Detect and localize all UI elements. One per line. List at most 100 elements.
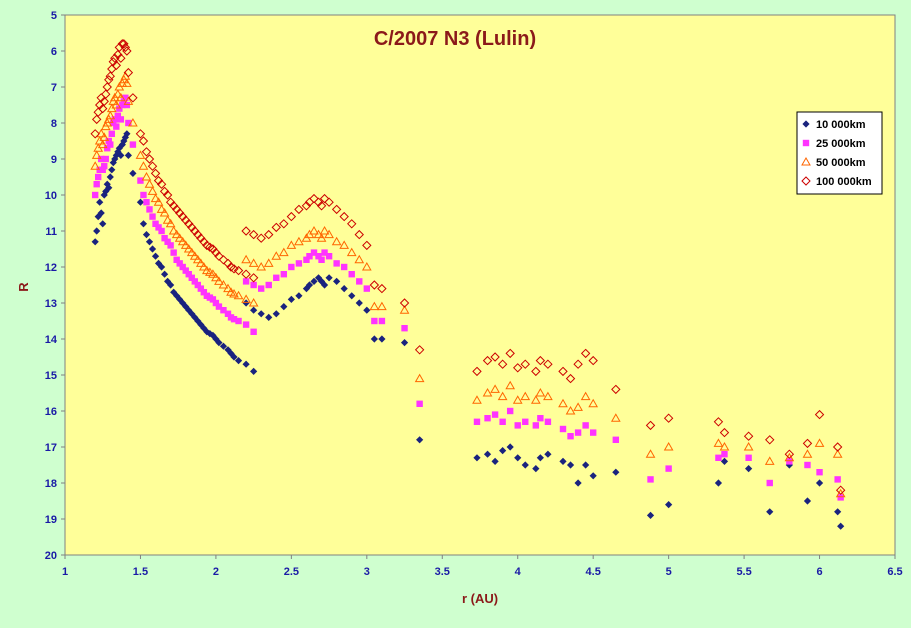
data-point <box>804 461 811 469</box>
data-point <box>837 522 845 530</box>
data-point <box>348 292 356 300</box>
data-point <box>102 155 109 163</box>
data-point <box>256 261 267 271</box>
data-point <box>90 161 101 170</box>
data-point <box>107 141 114 148</box>
data-point <box>111 116 118 123</box>
data-point <box>195 258 206 267</box>
legend-box <box>796 111 883 195</box>
data-point <box>116 105 123 112</box>
x-axis-label: r (AU) <box>462 591 498 606</box>
data-point <box>802 438 813 449</box>
data-point <box>536 454 544 462</box>
data-point <box>128 117 138 127</box>
data-point <box>786 458 793 465</box>
data-point <box>532 465 540 473</box>
data-point <box>148 245 157 253</box>
x-tick-label: 1.5 <box>133 566 148 578</box>
data-point <box>128 93 138 103</box>
data-point <box>200 289 208 296</box>
data-point <box>192 254 203 264</box>
data-point <box>151 252 160 260</box>
data-point <box>155 224 162 231</box>
data-point <box>522 418 529 425</box>
data-point <box>182 267 189 274</box>
data-point <box>108 166 116 174</box>
data-point <box>280 303 288 311</box>
data-point <box>152 220 159 227</box>
data-point <box>106 173 114 181</box>
data-point <box>719 427 730 438</box>
data-point <box>315 253 322 260</box>
data-point <box>211 272 221 282</box>
data-point <box>484 415 491 422</box>
data-point <box>354 229 364 240</box>
data-point <box>135 150 146 159</box>
data-point <box>316 201 327 211</box>
data-point <box>803 497 812 505</box>
data-point <box>105 137 112 145</box>
data-point <box>589 472 597 480</box>
data-point <box>400 339 409 347</box>
data-point <box>331 236 342 246</box>
data-point <box>544 418 552 425</box>
data-point <box>123 101 131 109</box>
data-point <box>306 253 313 260</box>
data-point <box>506 407 514 415</box>
data-point <box>543 391 553 401</box>
legend-label: 25 000km <box>816 138 866 150</box>
data-point <box>610 413 621 422</box>
data-point <box>135 129 146 139</box>
data-point <box>558 366 568 377</box>
data-point <box>265 313 273 321</box>
data-point <box>116 53 126 63</box>
data-point <box>497 391 508 401</box>
data-point <box>347 219 357 229</box>
data-point <box>95 173 102 181</box>
legend-label: 10 000km <box>816 119 866 131</box>
data-point <box>90 129 100 139</box>
data-point <box>310 249 318 256</box>
data-point <box>104 145 111 152</box>
series-layer <box>90 39 846 530</box>
data-point <box>473 418 481 425</box>
data-point <box>340 263 348 271</box>
data-point <box>271 251 282 260</box>
data-point <box>149 213 156 220</box>
data-point <box>303 256 310 263</box>
data-point <box>714 479 723 487</box>
data-point <box>248 273 259 283</box>
data-point <box>91 150 102 159</box>
data-point <box>565 373 576 384</box>
data-point <box>832 442 843 452</box>
data-point <box>223 283 233 293</box>
data-point <box>112 89 123 98</box>
data-point <box>188 310 196 318</box>
data-point <box>582 422 589 429</box>
data-point <box>150 193 161 203</box>
data-point <box>161 235 168 242</box>
data-point <box>814 438 825 447</box>
data-point <box>324 197 334 207</box>
data-point <box>123 130 131 138</box>
data-point <box>271 222 281 233</box>
data-point <box>101 89 111 99</box>
data-point <box>144 179 155 188</box>
y-tick-label: 11 <box>45 226 57 238</box>
data-point <box>233 290 244 300</box>
data-point <box>183 243 194 253</box>
legend-marker <box>801 156 811 166</box>
data-point <box>117 116 125 123</box>
data-point <box>248 297 259 307</box>
data-point <box>143 199 150 206</box>
data-point <box>713 417 724 427</box>
data-point <box>235 317 242 325</box>
data-point <box>582 461 590 469</box>
data-point <box>816 469 823 476</box>
data-point <box>837 494 844 501</box>
data-point <box>310 277 318 285</box>
data-point <box>286 211 297 222</box>
data-point <box>215 303 223 310</box>
data-point <box>230 316 238 323</box>
